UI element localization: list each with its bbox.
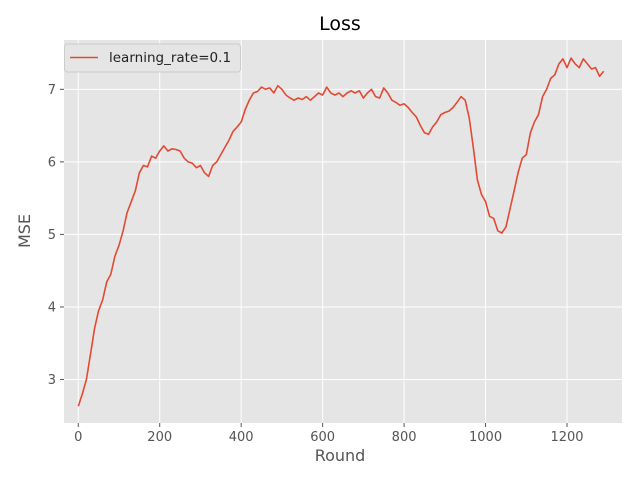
legend: learning_rate=0.1: [64, 43, 241, 73]
series-line: [77, 57, 605, 407]
y-axis-label: MSE: [15, 214, 34, 248]
y-ticks: 3 4 5 6 7: [48, 83, 64, 388]
y-tick-label: 3: [48, 373, 56, 388]
x-tick-label: 800: [392, 430, 417, 445]
x-ticks: 0 200 400 600 800 1000 1200: [74, 423, 584, 445]
x-tick-label: 200: [147, 430, 172, 445]
x-tick-label: 1200: [550, 430, 583, 445]
legend-label: learning_rate=0.1: [109, 50, 231, 66]
y-tick-label: 4: [48, 300, 56, 315]
grid: [64, 40, 622, 423]
x-tick-label: 0: [74, 430, 82, 445]
y-tick-label: 7: [48, 83, 56, 98]
x-tick-label: 600: [310, 430, 335, 445]
x-tick-label: 400: [229, 430, 254, 445]
series-group: [77, 57, 605, 407]
plot-area: [64, 40, 622, 423]
y-tick-label: 5: [48, 228, 56, 243]
chart-title: Loss: [319, 13, 361, 35]
legend-box: [64, 43, 241, 73]
x-axis-label: Round: [315, 446, 366, 465]
x-tick-label: 1000: [469, 430, 502, 445]
y-tick-label: 6: [48, 155, 56, 170]
